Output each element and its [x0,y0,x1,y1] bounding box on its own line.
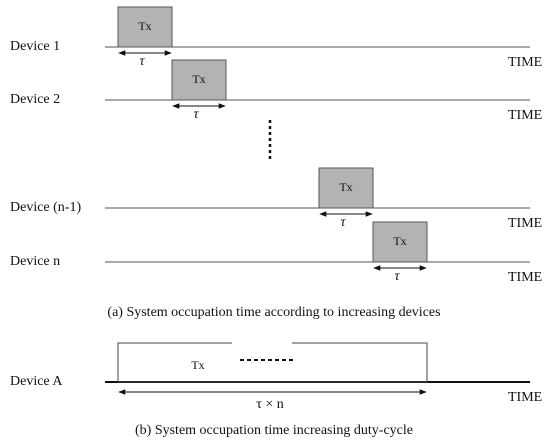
tx-block [318,167,374,209]
time-label: TIME [508,390,542,405]
time-label: TIME [508,108,542,123]
tx-block [372,221,428,263]
device-label: Device (n-1) [10,200,81,215]
duration-label: τ × n [256,397,284,412]
device-label: Device 2 [10,92,60,107]
tx-block [117,6,173,48]
duration-label: τ [394,269,400,284]
duration-label: τ [340,215,346,230]
device-label: Device n [10,254,60,269]
time-label: TIME [508,216,542,231]
tx-label: Tx [138,19,151,33]
tx-label: Tx [191,358,204,372]
tx-block [117,342,428,383]
caption: (b) System occupation time increasing du… [135,423,413,438]
tx-label: Tx [339,180,352,194]
tx-label: Tx [192,72,205,86]
duration-label: τ [193,107,199,122]
duration-label: τ [139,54,145,69]
caption: (a) System occupation time according to … [107,305,440,320]
device-label: Device A [10,374,63,389]
tx-block [171,59,227,101]
time-label: TIME [508,55,542,70]
device-label: Device 1 [10,39,60,54]
time-label: TIME [508,270,542,285]
tx-label: Tx [393,234,406,248]
